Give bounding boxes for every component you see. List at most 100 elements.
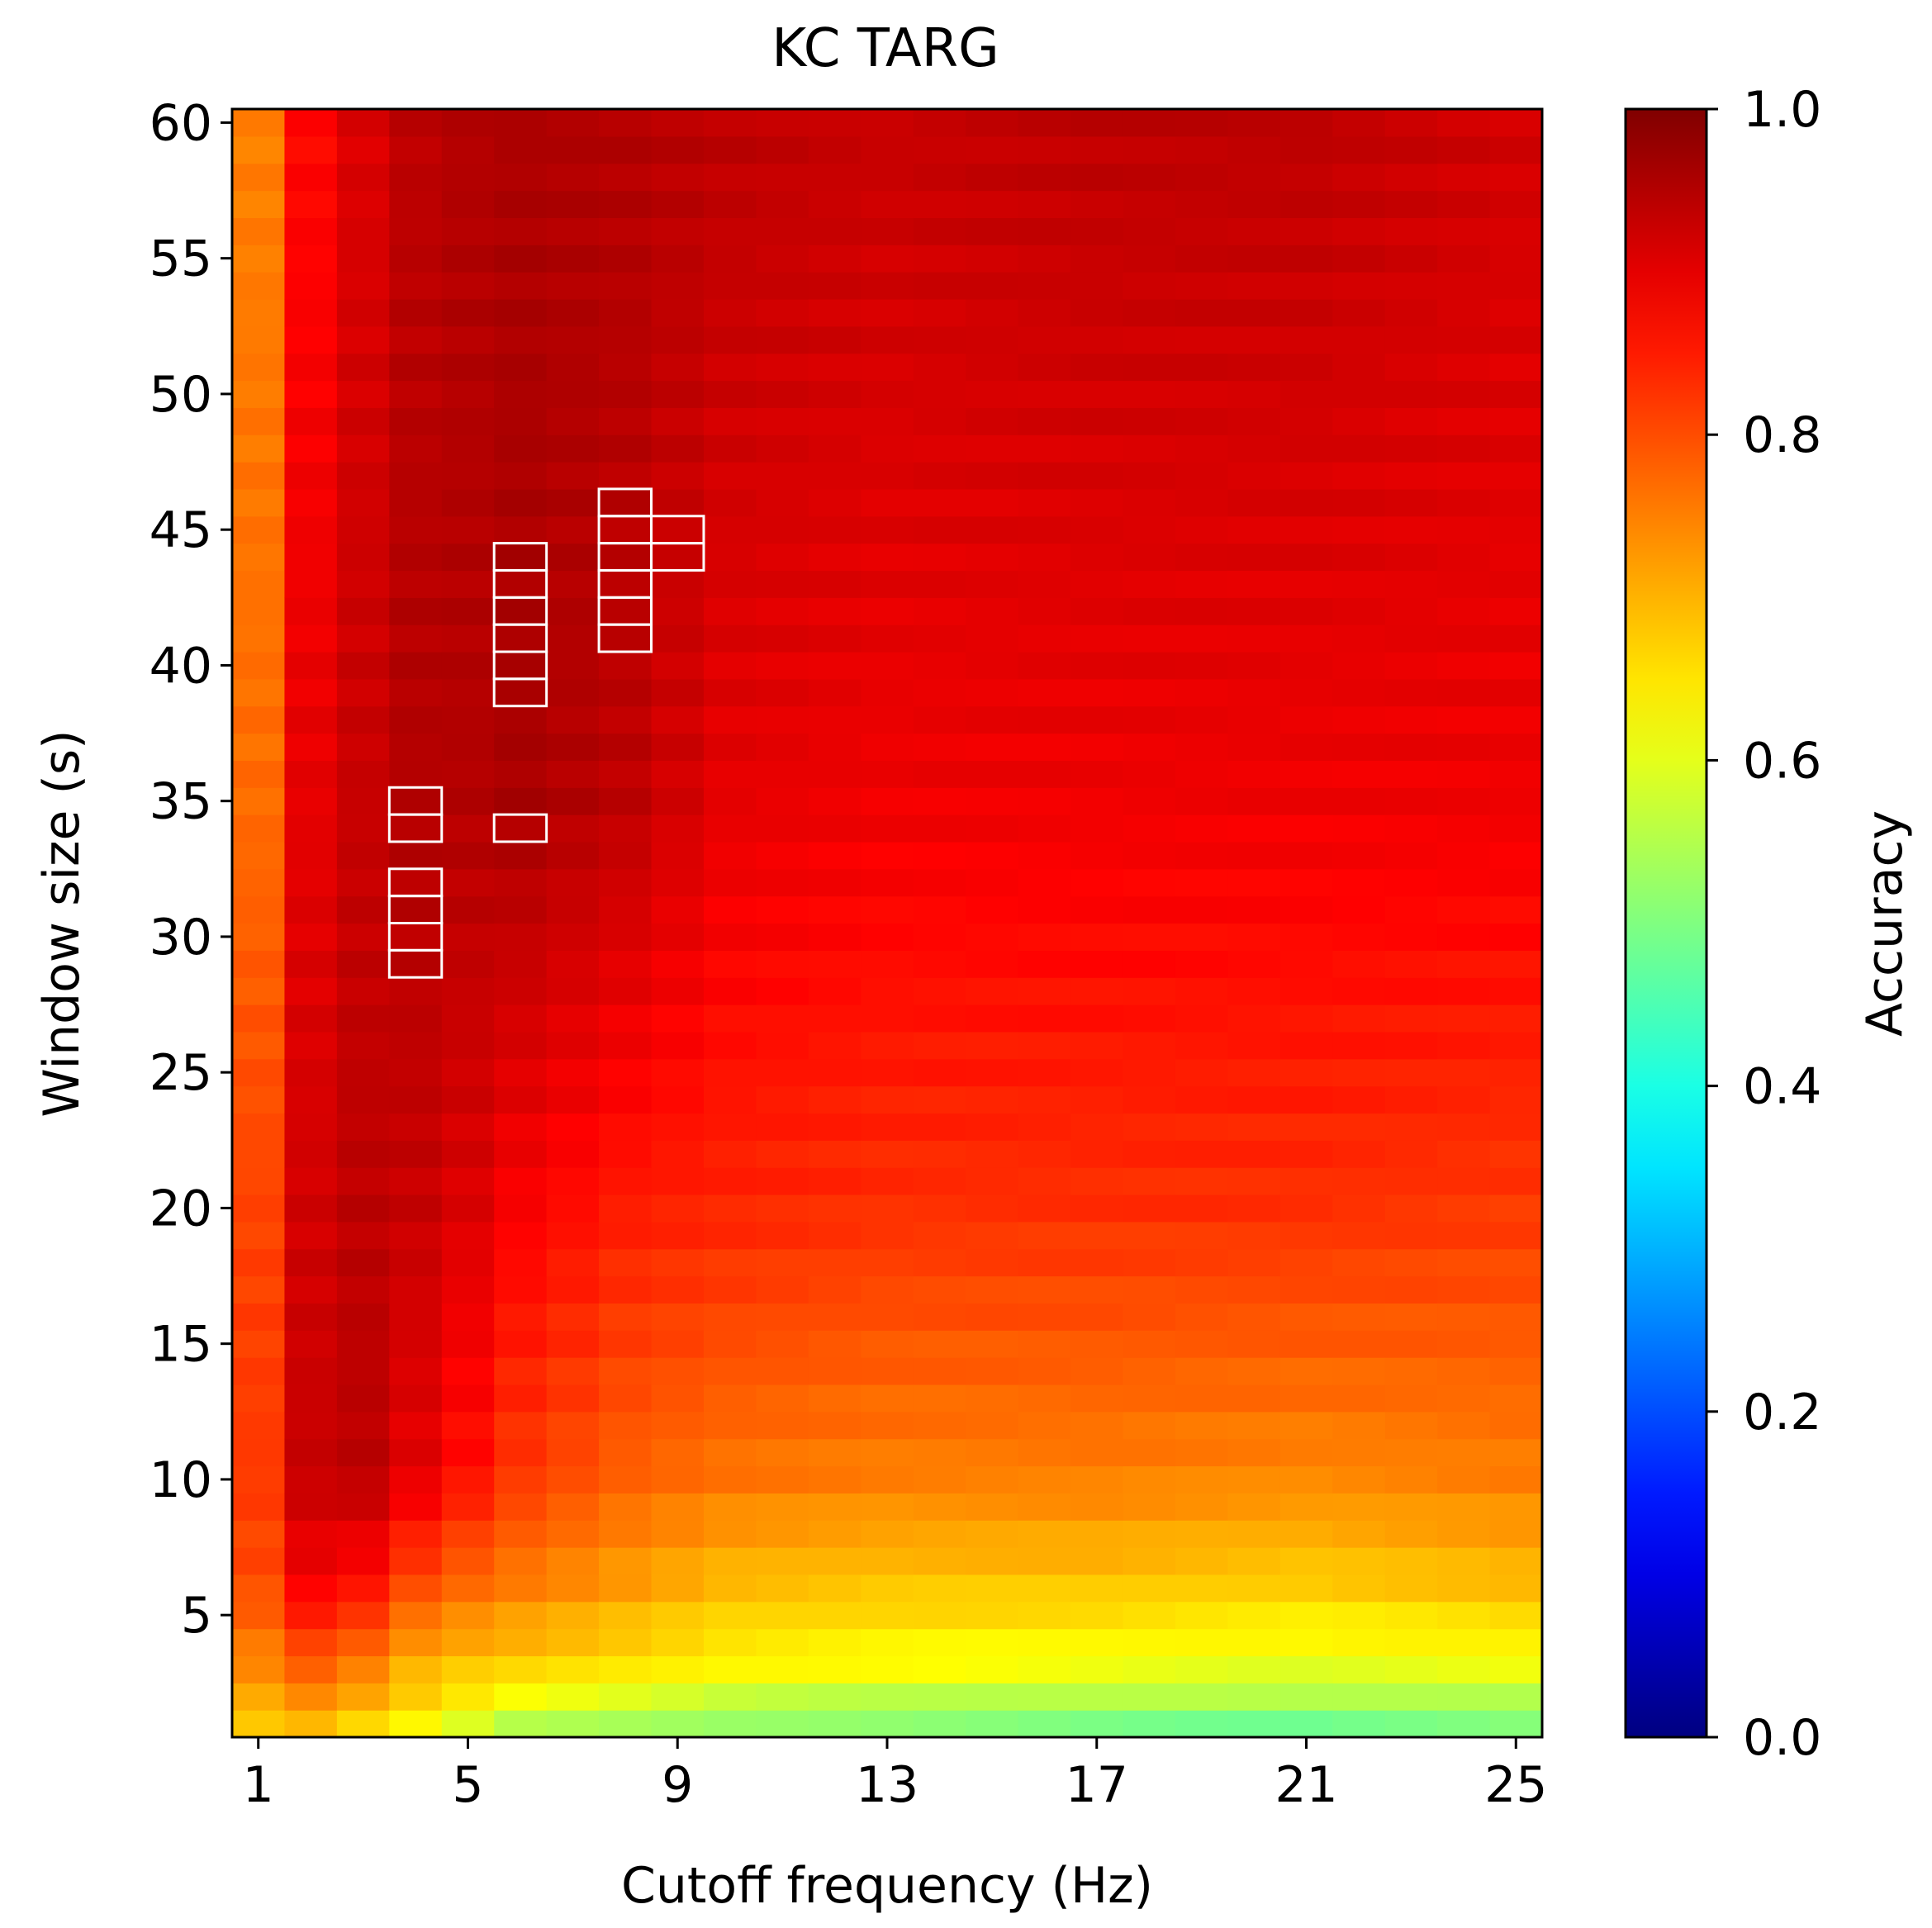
heatmap-cell xyxy=(1123,868,1176,897)
heatmap-cell xyxy=(966,190,1019,218)
heatmap-cell xyxy=(756,135,809,164)
heatmap-cell xyxy=(494,895,548,924)
heatmap-cell xyxy=(1175,109,1228,137)
heatmap-cell xyxy=(1123,380,1176,408)
heatmap-cell xyxy=(1384,1601,1438,1630)
heatmap-cell xyxy=(808,652,862,680)
heatmap-cell xyxy=(284,1438,338,1467)
heatmap-cell xyxy=(1489,895,1543,924)
heatmap-cell xyxy=(284,787,338,815)
heatmap-cell xyxy=(1489,1357,1543,1385)
heatmap-cell xyxy=(441,1493,495,1521)
heatmap-cell xyxy=(1384,1113,1438,1141)
heatmap-cell xyxy=(861,1031,914,1060)
heatmap-cell xyxy=(1437,1113,1491,1141)
heatmap-cell xyxy=(284,217,338,245)
heatmap-cell xyxy=(651,272,705,300)
heatmap-cell xyxy=(441,190,495,218)
heatmap-cell xyxy=(441,325,495,354)
heatmap-cell xyxy=(861,272,914,300)
heatmap-cell xyxy=(861,1465,914,1493)
heatmap-cell xyxy=(1227,1303,1281,1331)
heatmap-cell xyxy=(494,462,548,490)
colorbar-tick-label: 1.0 xyxy=(1743,81,1821,139)
heatmap-cell xyxy=(1279,1465,1333,1493)
heatmap-cell xyxy=(1437,1357,1491,1385)
heatmap-cell xyxy=(913,1004,966,1033)
heatmap-cell xyxy=(756,1058,809,1087)
heatmap-cell xyxy=(336,462,390,490)
heatmap-cell xyxy=(1279,1547,1333,1575)
heatmap-cell xyxy=(651,1248,705,1277)
heatmap-cell xyxy=(1227,1058,1281,1087)
heatmap-cell xyxy=(1070,895,1124,924)
heatmap-cell xyxy=(966,435,1019,463)
heatmap-cell xyxy=(1332,1438,1386,1467)
heatmap-cell xyxy=(966,407,1019,435)
heatmap-cell xyxy=(1437,705,1491,734)
heatmap-cell xyxy=(756,950,809,978)
heatmap-cell xyxy=(808,1710,862,1738)
heatmap-cell xyxy=(1384,1683,1438,1711)
heatmap-cell xyxy=(494,543,548,572)
heatmap-cell xyxy=(651,1140,705,1168)
heatmap-cell xyxy=(1227,1574,1281,1603)
heatmap-cell xyxy=(494,1330,548,1358)
heatmap-cell xyxy=(1279,1031,1333,1060)
heatmap-cell xyxy=(284,1357,338,1385)
heatmap-cell xyxy=(861,1140,914,1168)
heatmap-cell xyxy=(1018,950,1071,978)
heatmap-cell xyxy=(861,1628,914,1657)
heatmap-cell xyxy=(1279,760,1333,788)
heatmap-cell xyxy=(1227,841,1281,870)
heatmap-cell xyxy=(703,1411,757,1440)
heatmap-cell xyxy=(232,435,286,463)
heatmap-cell xyxy=(599,1601,653,1630)
heatmap-cell xyxy=(1123,678,1176,707)
heatmap-cell xyxy=(441,1465,495,1493)
heatmap-cell xyxy=(861,1275,914,1304)
heatmap-cell xyxy=(1018,217,1071,245)
heatmap-cell xyxy=(1123,353,1176,382)
heatmap-cell xyxy=(1018,515,1071,544)
heatmap-cell xyxy=(284,1303,338,1331)
heatmap-cell xyxy=(913,570,966,598)
heatmap-cell xyxy=(1070,1275,1124,1304)
heatmap-cell xyxy=(389,462,443,490)
heatmap-cell xyxy=(389,1547,443,1575)
heatmap-cell xyxy=(808,1248,862,1277)
heatmap-cell xyxy=(756,325,809,354)
heatmap-cell xyxy=(703,1547,757,1575)
heatmap-cell xyxy=(1437,190,1491,218)
heatmap-cell xyxy=(1489,1683,1543,1711)
heatmap-cell xyxy=(651,1628,705,1657)
heatmap-cell xyxy=(703,245,757,273)
heatmap-cell xyxy=(284,1031,338,1060)
heatmap-cell xyxy=(1070,135,1124,164)
heatmap-cell xyxy=(913,1438,966,1467)
heatmap-cell xyxy=(808,1275,862,1304)
heatmap-cell xyxy=(1175,488,1228,517)
heatmap-cell xyxy=(651,217,705,245)
heatmap-cell xyxy=(808,1628,862,1657)
heatmap-cell xyxy=(808,841,862,870)
heatmap-cell xyxy=(232,353,286,382)
heatmap-cell xyxy=(1175,515,1228,544)
heatmap-cell xyxy=(232,950,286,978)
heatmap-cell xyxy=(808,1574,862,1603)
heatmap-cell xyxy=(1437,1601,1491,1630)
heatmap-cell xyxy=(284,380,338,408)
heatmap-cell xyxy=(546,543,600,572)
heatmap-cell xyxy=(232,678,286,707)
heatmap-cell xyxy=(1384,1194,1438,1223)
heatmap-cell xyxy=(913,624,966,653)
heatmap-cell xyxy=(756,1493,809,1521)
heatmap-cell xyxy=(1384,190,1438,218)
heatmap-cell xyxy=(966,760,1019,788)
heatmap-cell xyxy=(913,462,966,490)
heatmap-cell xyxy=(1227,109,1281,137)
heatmap-cell xyxy=(441,1547,495,1575)
heatmap-cell xyxy=(441,1411,495,1440)
heatmap-cell xyxy=(1175,435,1228,463)
heatmap-cell xyxy=(1489,678,1543,707)
